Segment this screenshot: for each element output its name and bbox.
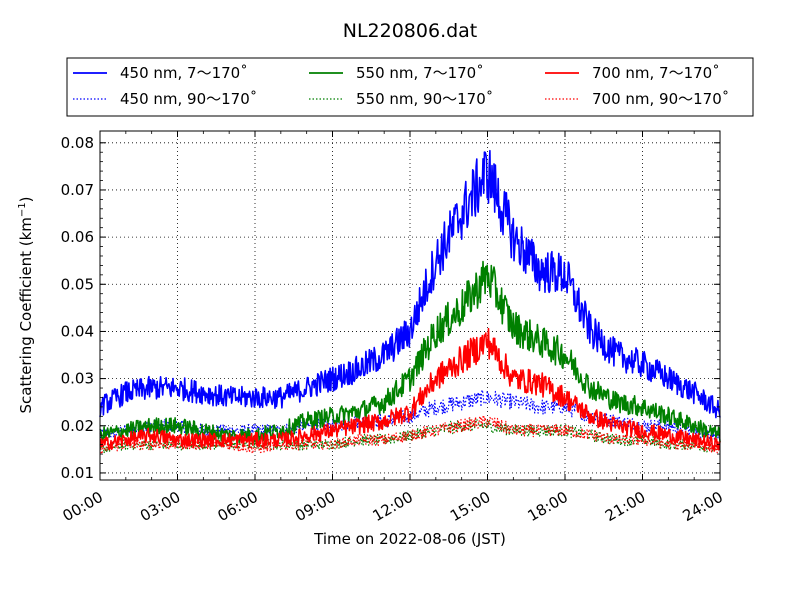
- x-tick-label: 09:00: [292, 488, 338, 525]
- x-tick-label: 03:00: [137, 488, 183, 525]
- series-line-3: [99, 418, 721, 454]
- x-tick-label: 21:00: [602, 488, 648, 525]
- y-axis-label-close: ): [17, 196, 35, 202]
- x-tick-label: 00:00: [60, 488, 106, 525]
- y-tick-label: 0.02: [61, 417, 94, 435]
- x-tick-label: 12:00: [370, 488, 416, 525]
- ticks: [99, 131, 721, 480]
- x-tick-labels: 00:00 03:00 06:00 09:00 12:00 15:00 18:00 21:00…: [60, 488, 726, 525]
- y-tick-label: 0.06: [61, 228, 94, 246]
- legend-label: 700 nm, 7～170˚: [592, 64, 720, 82]
- x-tick-label: 06:00: [215, 488, 261, 525]
- legend-frame: [66, 57, 754, 117]
- series-line-1: [99, 389, 721, 441]
- series-layer: [99, 149, 721, 455]
- legend-label: 450 nm, 90～170˚: [120, 90, 257, 108]
- x-tick-label: 15:00: [447, 488, 493, 525]
- y-axis-label-sup: −1: [17, 202, 28, 217]
- y-tick-label: 0.08: [61, 134, 94, 152]
- y-tick-label: 0.01: [61, 464, 94, 482]
- x-tick-label: 18:00: [525, 488, 571, 525]
- y-axis-label: Scattering Coefficient (km−1): [17, 196, 35, 413]
- series-line-0: [99, 149, 721, 419]
- x-tick-label: 24:00: [680, 488, 726, 525]
- legend-label: 550 nm, 7～170˚: [356, 64, 484, 82]
- legend-label: 700 nm, 90～170˚: [592, 90, 729, 108]
- x-axis-label: Time on 2022-08-06 (JST): [313, 530, 506, 548]
- y-axis-label-main: Scattering Coefficient (km: [17, 217, 35, 413]
- y-tick-labels: 0.01 0.02 0.03 0.04 0.05 0.06 0.07 0.08: [61, 134, 94, 482]
- chart-title: NL220806.dat: [343, 20, 478, 42]
- y-tick-label: 0.05: [61, 275, 94, 293]
- legend: 450 nm, 7～170˚ 450 nm, 90～170˚ 550 nm, 7～1…: [66, 57, 754, 117]
- series-line-5: [99, 414, 721, 455]
- y-tick-label: 0.07: [61, 181, 94, 199]
- legend-label: 550 nm, 90～170˚: [356, 90, 493, 108]
- legend-label: 450 nm, 7～170˚: [120, 64, 248, 82]
- y-tick-label: 0.03: [61, 370, 94, 388]
- y-tick-label: 0.04: [61, 322, 94, 340]
- series-line-4: [99, 327, 721, 452]
